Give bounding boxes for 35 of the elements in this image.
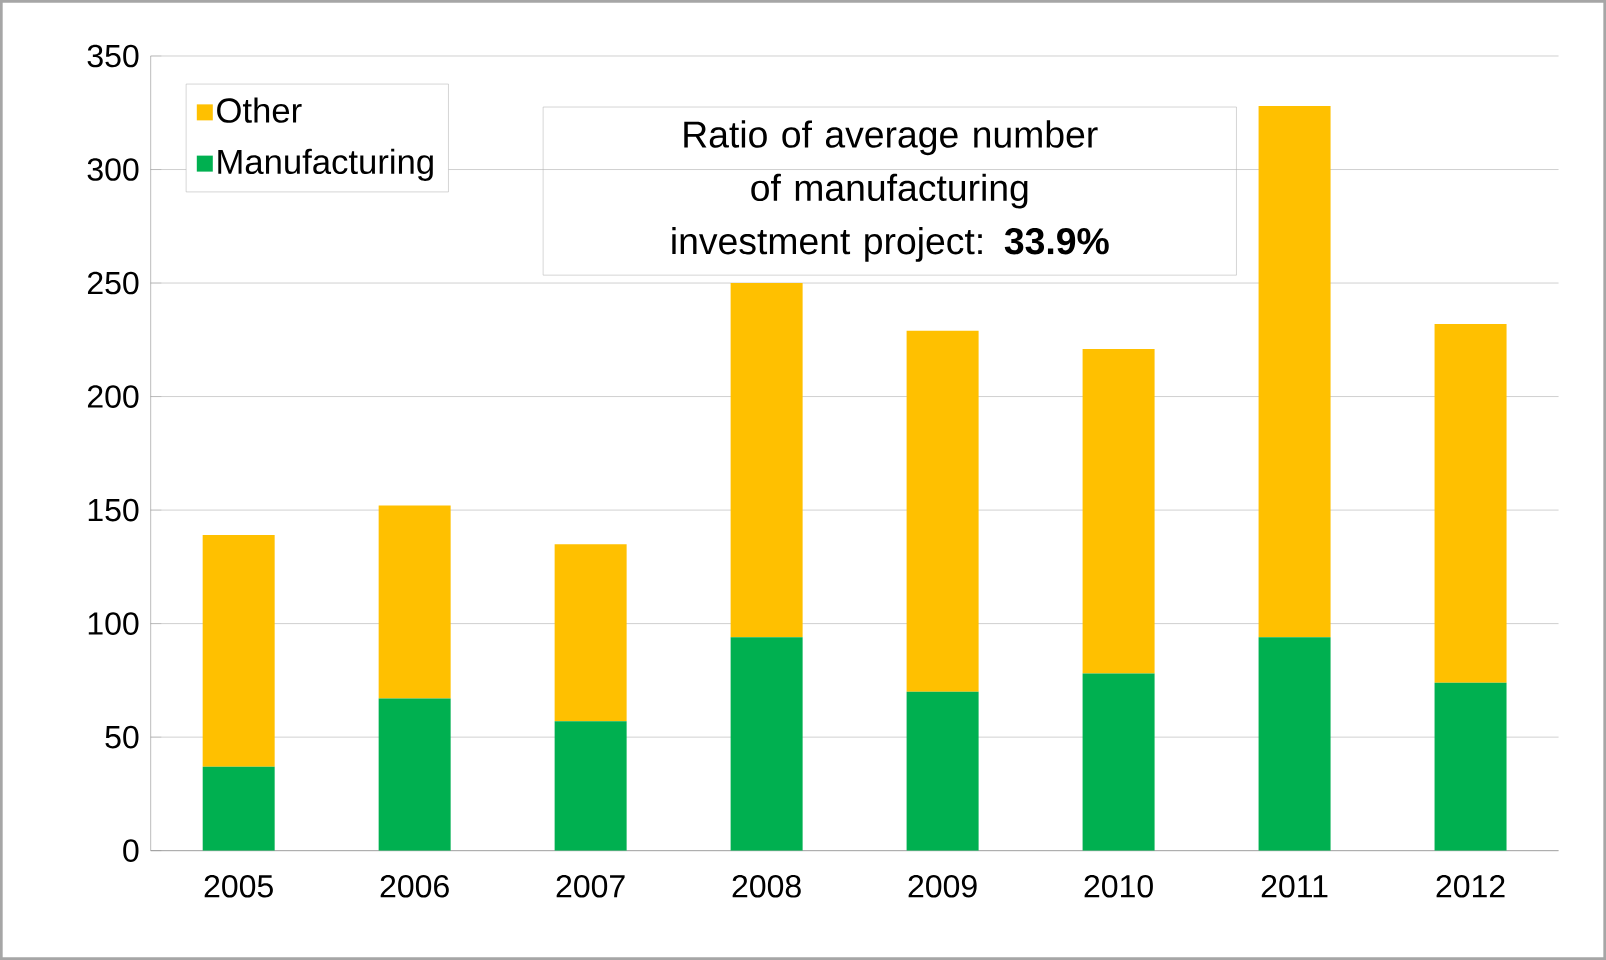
x-tick-label: 2011 xyxy=(1261,874,1328,898)
bar xyxy=(202,766,275,851)
x-tick-label: 2012 xyxy=(1436,874,1505,898)
bar xyxy=(554,721,627,851)
bar xyxy=(1258,637,1331,851)
bar xyxy=(1082,673,1155,851)
bar xyxy=(730,283,803,638)
y-tick-label: 300 xyxy=(87,158,139,181)
y-tick-label: 100 xyxy=(88,612,139,635)
bar xyxy=(1082,348,1155,674)
x-tick-label: 2009 xyxy=(908,874,977,898)
bar xyxy=(1434,323,1507,683)
bar xyxy=(730,637,803,851)
y-tick-label: 250 xyxy=(87,271,139,295)
bar xyxy=(1258,105,1331,638)
y-tick-label: 200 xyxy=(87,385,139,408)
bar xyxy=(202,535,275,767)
bar xyxy=(554,544,627,722)
x-tick-label: 2005 xyxy=(204,874,273,898)
bar xyxy=(1434,682,1507,851)
bar xyxy=(378,505,451,699)
x-tick-label: 2007 xyxy=(556,874,625,898)
y-tick-label: 0 xyxy=(123,839,139,862)
x-tick-label: 2010 xyxy=(1084,874,1153,898)
legend-label: Other xyxy=(217,97,302,123)
y-tick-label: 150 xyxy=(88,498,139,522)
y-tick-label: 350 xyxy=(87,44,139,68)
bar xyxy=(378,698,451,851)
y-tick-label: 50 xyxy=(105,725,139,749)
legend-label: Manufacturing xyxy=(218,148,433,181)
annotation: Ratio of average number of manufacturing investment project: 33.9% xyxy=(672,120,1109,262)
x-tick-label: 2008 xyxy=(732,874,801,898)
x-tick-label: 2006 xyxy=(380,874,449,898)
bar xyxy=(906,691,979,851)
bar xyxy=(906,330,979,692)
